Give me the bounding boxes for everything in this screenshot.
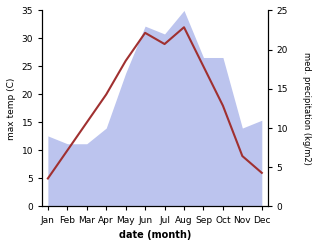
Y-axis label: max temp (C): max temp (C) xyxy=(7,77,16,140)
X-axis label: date (month): date (month) xyxy=(119,230,191,240)
Y-axis label: med. precipitation (kg/m2): med. precipitation (kg/m2) xyxy=(302,52,311,165)
